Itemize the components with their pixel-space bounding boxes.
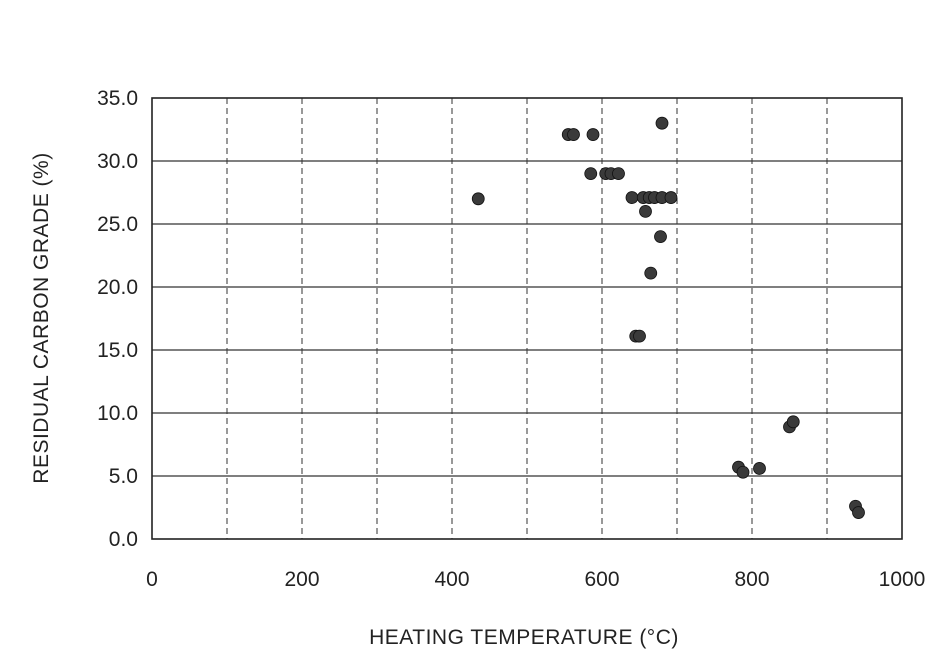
grid-lines: [152, 98, 902, 539]
data-point: [568, 129, 580, 141]
x-tick-label: 0: [146, 568, 158, 591]
x-tick-label: 1000: [879, 568, 926, 591]
y-tick-label: 35.0: [97, 87, 138, 110]
y-tick-label: 10.0: [97, 402, 138, 425]
data-point: [587, 129, 599, 141]
data-points: [472, 117, 864, 518]
y-tick-label: 25.0: [97, 213, 138, 236]
x-tick-label: 200: [284, 568, 319, 591]
data-point: [655, 231, 667, 243]
x-axis-tick-labels: 0 200 400 600 800 1000: [146, 568, 925, 591]
data-point: [585, 168, 597, 180]
y-tick-label: 30.0: [97, 150, 138, 173]
x-tick-label: 600: [584, 568, 619, 591]
data-point: [640, 205, 652, 217]
x-tick-label: 800: [734, 568, 769, 591]
data-point: [754, 462, 766, 474]
y-axis-title: RESIDUAL CARBON GRADE (%): [30, 152, 53, 483]
data-point: [645, 267, 657, 279]
y-axis-tick-labels: 0.0 5.0 10.0 15.0 20.0 25.0 30.0 35.0: [97, 87, 138, 551]
data-point: [853, 507, 865, 519]
data-point: [737, 466, 749, 478]
data-point: [613, 168, 625, 180]
data-point: [665, 192, 677, 204]
y-tick-label: 5.0: [109, 465, 138, 488]
y-tick-label: 20.0: [97, 276, 138, 299]
data-point: [472, 193, 484, 205]
y-tick-label: 0.0: [109, 528, 138, 551]
x-axis-title: HEATING TEMPERATURE (°C): [369, 626, 679, 649]
data-point: [656, 117, 668, 129]
data-point: [634, 330, 646, 342]
x-tick-label: 400: [434, 568, 469, 591]
y-tick-label: 15.0: [97, 339, 138, 362]
data-point: [626, 192, 638, 204]
data-point: [787, 416, 799, 428]
